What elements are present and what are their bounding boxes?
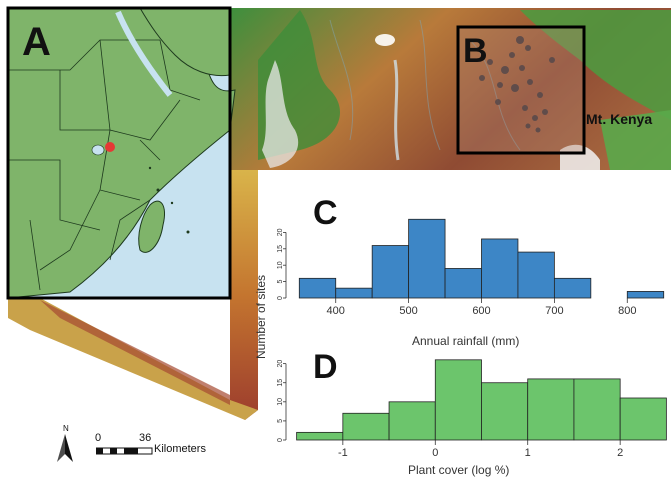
rainfall-xtick-label-2: 600 (472, 305, 490, 317)
plant-cover-bar-4 (481, 382, 529, 441)
plant-cover-bar-3 (434, 359, 482, 441)
rainfall-bar-2 (371, 245, 410, 299)
plant-cover-ytick-label-4: 20 (277, 360, 284, 368)
plant-cover-xtick-label-2: 1 (525, 447, 531, 459)
rainfall-bar-9 (626, 291, 665, 299)
rainfall-ytick-label-0: 0 (277, 296, 284, 300)
inset-b-region (456, 25, 586, 155)
rainfall-bar-7 (553, 277, 592, 299)
scalebar-graphic (96, 447, 153, 455)
plant-cover-bar-7 (619, 397, 667, 441)
plant-cover-ytick-label-0: 0 (277, 438, 284, 442)
rainfall-bar-4 (444, 268, 482, 299)
plant-cover-bar-1 (342, 412, 390, 441)
rainfall-xtick-label-4: 800 (618, 305, 636, 317)
scalebar-start: 0 (95, 432, 102, 444)
plant-cover-ytick-label-2: 10 (277, 398, 284, 406)
rainfall-bar-6 (517, 251, 555, 299)
y-axis-title: Number of sites (254, 274, 268, 360)
rainfall-bar-0 (298, 277, 337, 299)
mt-kenya-label: Mt. Kenya (586, 111, 653, 127)
rainfall-ytick-label-1: 5 (277, 280, 284, 284)
scalebar-mark: 36 (139, 432, 152, 444)
plant-cover-bar-2 (388, 401, 436, 441)
terrain-map (8, 8, 671, 420)
plant-cover-histogram: 0 5 10 15 20 -1 0 1 2 (277, 359, 667, 459)
plant-cover-xtick-label-0: -1 (338, 447, 348, 459)
plant-cover-xtick-label-1: 0 (432, 447, 438, 459)
plant-cover-bar-5 (527, 378, 575, 441)
rainfall-axis-title: Annual rainfall (mm) (412, 334, 520, 348)
africa-map (6, 6, 236, 300)
rainfall-bar-5 (481, 238, 519, 299)
plant-cover-bar-0 (296, 431, 344, 441)
plant-cover-xtick-label-3: 2 (617, 447, 623, 459)
rainfall-xtick-label-1: 500 (399, 305, 417, 317)
panel-d-label: D (313, 348, 338, 386)
panel-c-label: C (313, 194, 338, 232)
north-label: N (63, 424, 69, 433)
panel-b-label: B (463, 32, 488, 70)
scalebar-unit: Kilometers (154, 443, 206, 455)
rainfall-xtick-label-0: 400 (327, 305, 345, 317)
rainfall-histogram: 0 5 10 15 20 400 500 600 700 800 (277, 218, 665, 317)
plant-cover-axis-title: Plant cover (log %) (408, 463, 510, 477)
plant-cover-bar-6 (573, 378, 621, 441)
north-arrow-icon (57, 434, 73, 462)
plant-cover-ytick-label-3: 15 (277, 379, 284, 387)
study-site-marker (105, 142, 115, 152)
rainfall-bar-1 (335, 287, 373, 299)
panel-a-label: A (22, 20, 51, 64)
rainfall-ytick-label-2: 10 (277, 261, 284, 269)
rainfall-bar-3 (408, 218, 446, 299)
rainfall-ytick-label-3: 15 (277, 245, 284, 253)
rainfall-xtick-label-3: 700 (545, 305, 563, 317)
rainfall-ytick-label-4: 20 (277, 228, 284, 236)
plant-cover-ytick-label-1: 5 (277, 419, 284, 423)
